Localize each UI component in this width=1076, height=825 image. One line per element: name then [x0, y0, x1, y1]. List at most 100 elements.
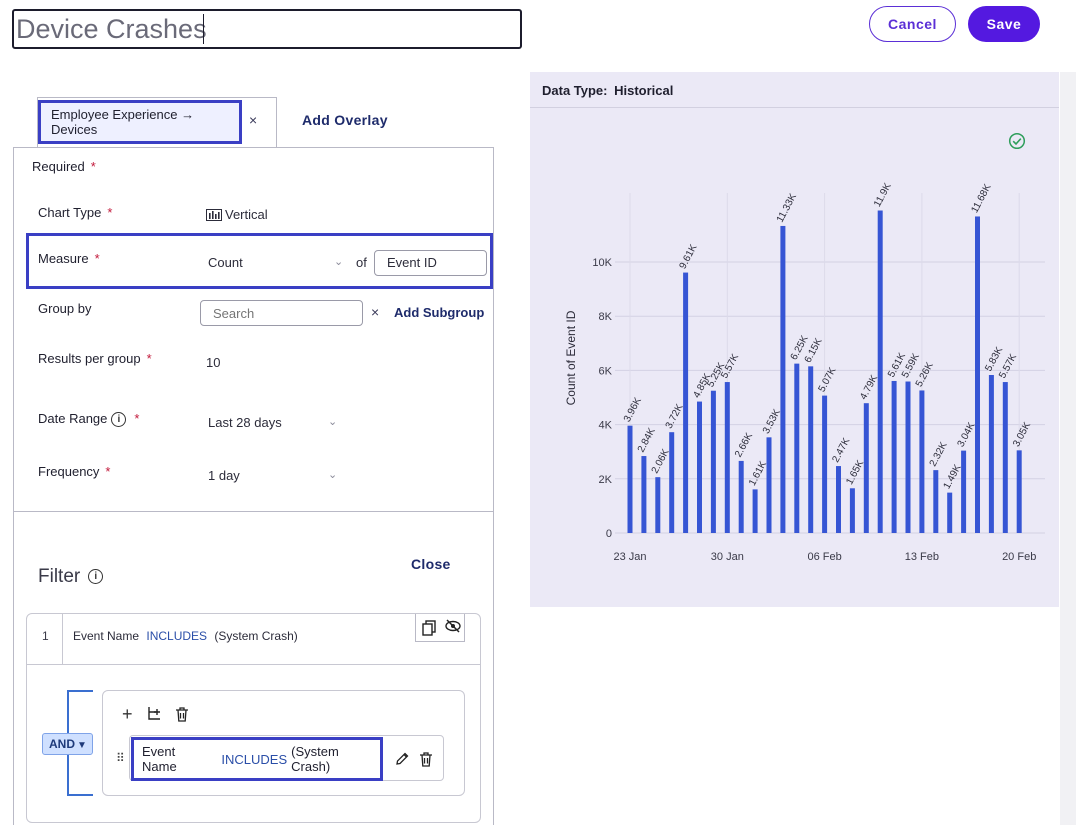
check-circle-icon	[1008, 132, 1026, 150]
bar	[808, 366, 814, 533]
y-tick-label: 4K	[599, 420, 613, 432]
chart-type-label: Chart Type *	[38, 205, 112, 220]
filter-title-text: Filter	[38, 566, 81, 587]
chart-title-input[interactable]	[12, 9, 522, 49]
required-star: *	[107, 205, 113, 220]
measure-field-input[interactable]: Event ID	[374, 250, 487, 276]
inner-filter-highlight[interactable]: Event Name INCLUDES (System Crash)	[131, 737, 383, 781]
bar	[710, 390, 716, 533]
page-scrollbar[interactable]	[1060, 72, 1076, 825]
chart-type-selector[interactable]: Vertical	[206, 207, 268, 222]
frequency-label: Frequency *	[38, 464, 110, 479]
bar	[1002, 382, 1008, 533]
of-label: of	[356, 255, 367, 270]
logic-operator-dropdown[interactable]: AND ▼	[42, 733, 93, 755]
bar	[947, 492, 953, 533]
chart-type-value: Vertical	[225, 207, 268, 222]
measure-value: Count	[208, 255, 243, 270]
trash-icon[interactable]	[175, 707, 189, 722]
filter-row-tools	[415, 614, 465, 642]
bar	[683, 272, 689, 533]
x-tick-label: 13 Feb	[905, 551, 939, 563]
clear-icon[interactable]: ×	[371, 304, 380, 320]
filter-row[interactable]	[26, 613, 481, 665]
chart-header	[530, 72, 1059, 108]
bar	[933, 470, 939, 533]
bar	[905, 381, 911, 533]
required-star: *	[105, 464, 111, 479]
required-label: Required	[32, 159, 85, 174]
bar	[641, 456, 647, 533]
filter-row-operator: INCLUDES	[146, 629, 208, 643]
y-tick-label: 10K	[592, 257, 612, 269]
bar	[877, 210, 883, 533]
trash-icon[interactable]	[419, 752, 433, 767]
results-per-group-value[interactable]: 10	[206, 355, 221, 370]
data-label: 11.33K	[775, 192, 799, 225]
filter-row-number: 1	[42, 629, 49, 643]
bar	[752, 489, 758, 533]
y-tick-label: 2K	[599, 474, 613, 486]
bar	[836, 466, 841, 533]
data-type-label: Data Type: Historical	[542, 83, 673, 98]
data-type-key: Data Type:	[542, 83, 608, 98]
drag-handle-icon[interactable]: ⠿	[116, 751, 125, 765]
add-overlay-button[interactable]: Add Overlay	[302, 112, 388, 128]
results-per-group-label: Results per group *	[38, 351, 152, 366]
bar	[822, 395, 828, 533]
add-subgroup-button[interactable]: Add Subgroup	[394, 305, 485, 320]
filter-row-value: (System Crash)	[214, 629, 298, 643]
text-caret	[203, 14, 204, 44]
data-label: 11.68K	[969, 182, 993, 215]
bar	[669, 432, 675, 533]
bar	[961, 450, 967, 533]
chart-type-label-text: Chart Type	[38, 205, 102, 220]
chevron-down-icon[interactable]: ⌄	[334, 256, 344, 268]
close-tab-icon[interactable]: ×	[249, 112, 258, 128]
chevron-down-icon[interactable]: ⌄	[328, 469, 338, 481]
data-label: 2.84K	[636, 426, 658, 455]
y-axis-label: Count of Event ID	[564, 310, 578, 405]
logic-operator-label: AND	[49, 737, 75, 751]
date-range-dropdown[interactable]: Last 28 days	[208, 415, 282, 430]
measure-dropdown[interactable]: Count	[208, 255, 243, 270]
data-label: 1.61K	[747, 459, 769, 488]
measure-field-value: Event ID	[387, 255, 437, 270]
filter-row-field: Event Name	[73, 629, 140, 643]
x-tick-label: 23 Jan	[613, 551, 646, 563]
results-label-text: Results per group	[38, 351, 141, 366]
edit-icon[interactable]	[395, 752, 409, 766]
cancel-button[interactable]: Cancel	[869, 6, 956, 42]
bar	[655, 477, 661, 533]
chevron-down-icon[interactable]: ⌄	[328, 416, 338, 428]
bar	[780, 225, 786, 533]
group-by-search-input[interactable]	[200, 300, 363, 326]
filter-title: Filter i	[38, 566, 104, 588]
info-icon[interactable]: i	[88, 569, 104, 585]
measure-row-highlight	[26, 233, 493, 289]
copy-icon[interactable]	[422, 620, 436, 636]
add-icon[interactable]: +	[122, 704, 133, 724]
data-type-value: Historical	[614, 83, 674, 98]
data-label: 2.32K	[928, 440, 950, 469]
required-star: *	[134, 411, 140, 426]
bar	[975, 216, 980, 534]
info-icon[interactable]: i	[111, 412, 127, 428]
source-tab-label-highlight[interactable]: Employee Experience → Devices	[38, 100, 242, 144]
data-label: 5.07K	[817, 365, 839, 394]
frequency-dropdown[interactable]: 1 day	[208, 468, 240, 483]
and-bracket-bottom	[67, 794, 93, 796]
save-button[interactable]: Save	[968, 6, 1040, 42]
and-bracket-top	[67, 690, 93, 692]
bar	[863, 403, 869, 533]
bar	[1016, 450, 1022, 533]
y-tick-label: 8K	[599, 311, 613, 323]
bar	[738, 460, 744, 533]
add-subcondition-icon[interactable]	[146, 706, 162, 722]
eye-off-icon[interactable]	[445, 619, 461, 633]
y-tick-label: 0	[606, 528, 612, 540]
filter-panel	[13, 512, 494, 825]
close-filter-button[interactable]: Close	[411, 556, 451, 572]
filter-row-summary: Event Name INCLUDES (System Crash)	[73, 629, 298, 643]
